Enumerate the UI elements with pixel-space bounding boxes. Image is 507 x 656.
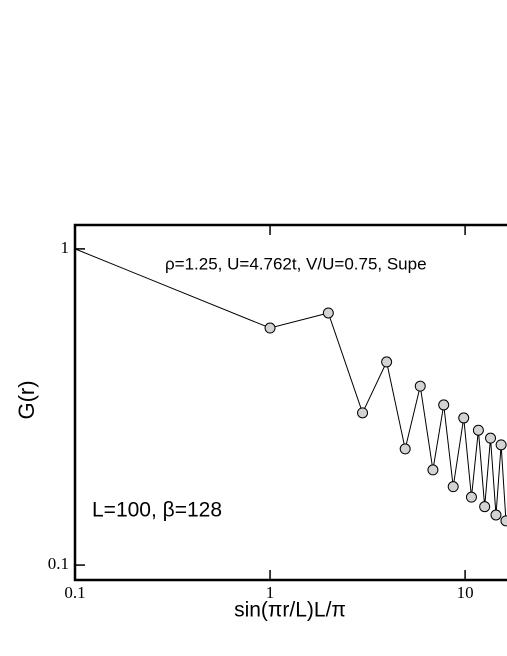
data-point xyxy=(414,380,426,392)
data-point xyxy=(500,515,507,527)
data-point xyxy=(490,509,502,521)
data-point xyxy=(465,491,477,503)
x-axis-label: sin(πr/L)L/π xyxy=(234,599,346,622)
y-tick-label: 1 xyxy=(61,238,70,257)
data-point xyxy=(427,464,439,476)
data-point xyxy=(357,407,369,419)
data-point xyxy=(438,399,450,411)
data-line xyxy=(74,248,507,521)
data-point xyxy=(447,481,459,493)
data-point xyxy=(485,432,497,444)
axis-frame xyxy=(73,223,507,582)
x-tick-label: 1 xyxy=(266,583,275,602)
data-point xyxy=(322,307,334,319)
data-point xyxy=(458,412,470,424)
annotation: L=100, β=128 xyxy=(92,499,222,522)
data-point xyxy=(479,501,491,513)
data-point xyxy=(495,439,507,451)
data-point xyxy=(472,424,484,436)
y-tick-label: 0.1 xyxy=(48,554,69,573)
y-axis-label: G(r) xyxy=(14,380,39,419)
data-point xyxy=(381,356,393,368)
x-tick-label: 0.1 xyxy=(64,583,85,602)
data-point xyxy=(264,322,276,334)
data-point xyxy=(399,443,411,455)
x-tick-label: 10 xyxy=(457,583,474,602)
annotation: ρ=1.25, U=4.762t, V/U=0.75, Supe xyxy=(165,254,427,273)
